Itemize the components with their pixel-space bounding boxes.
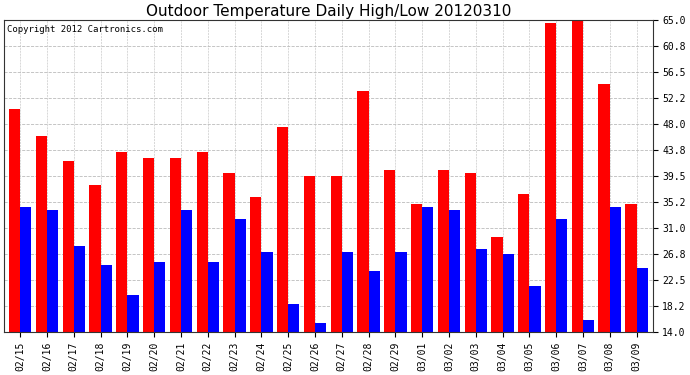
Bar (224, 173, 235, 375)
Bar (556, 219, 567, 375)
Bar (304, 176, 315, 375)
Bar (155, 261, 166, 375)
Bar (47, 210, 58, 375)
Bar (101, 265, 112, 375)
Bar (422, 207, 433, 375)
Bar (315, 322, 326, 375)
Bar (277, 127, 288, 375)
Title: Outdoor Temperature Daily High/Low 20120310: Outdoor Temperature Daily High/Low 20120… (146, 4, 511, 19)
Bar (395, 252, 406, 375)
Bar (36, 136, 47, 375)
Bar (250, 197, 262, 375)
Bar (625, 204, 637, 375)
Bar (143, 158, 155, 375)
Bar (170, 158, 181, 375)
Bar (598, 84, 610, 375)
Bar (235, 219, 246, 375)
Bar (476, 249, 487, 375)
Bar (637, 268, 648, 375)
Bar (342, 252, 353, 375)
Bar (368, 271, 380, 375)
Bar (491, 237, 502, 375)
Bar (90, 185, 101, 375)
Bar (437, 170, 449, 375)
Bar (384, 170, 395, 375)
Bar (181, 210, 193, 375)
Bar (449, 210, 460, 375)
Bar (20, 207, 32, 375)
Bar (208, 261, 219, 375)
Bar (331, 176, 342, 375)
Bar (502, 254, 514, 375)
Bar (529, 286, 540, 375)
Bar (116, 152, 128, 375)
Bar (357, 90, 368, 375)
Bar (518, 194, 529, 375)
Bar (197, 152, 208, 375)
Bar (572, 20, 583, 375)
Bar (128, 295, 139, 375)
Bar (9, 109, 20, 375)
Bar (411, 204, 422, 375)
Bar (74, 246, 85, 375)
Bar (63, 161, 74, 375)
Bar (288, 304, 299, 375)
Text: Copyright 2012 Cartronics.com: Copyright 2012 Cartronics.com (8, 25, 164, 34)
Bar (464, 173, 476, 375)
Bar (583, 320, 594, 375)
Bar (545, 23, 556, 375)
Bar (610, 207, 621, 375)
Bar (262, 252, 273, 375)
